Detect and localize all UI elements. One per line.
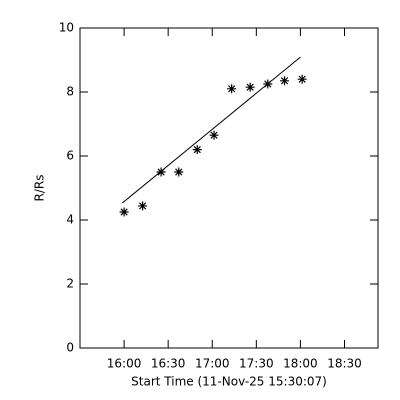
asterisk-point xyxy=(192,145,202,155)
asterisk-point xyxy=(119,207,129,217)
asterisk-point xyxy=(209,130,219,140)
x-axis-label: Start Time (11-Nov-25 15:30:07) xyxy=(131,375,327,389)
plot-frame xyxy=(79,27,379,349)
asterisk-point xyxy=(138,201,148,211)
asterisk-point xyxy=(174,167,184,177)
asterisk-point xyxy=(245,82,255,92)
x-tick-label: 18:00 xyxy=(283,357,318,371)
x-tick-label: 16:30 xyxy=(151,357,186,371)
y-tick-label: 8 xyxy=(66,85,74,99)
x-tick-label: 16:00 xyxy=(107,357,142,371)
x-tick-label: 17:30 xyxy=(239,357,274,371)
y-axis-label: R/Rs xyxy=(33,175,47,202)
y-tick-label: 10 xyxy=(59,21,74,35)
asterisk-point xyxy=(156,167,166,177)
y-tick-label: 4 xyxy=(66,213,74,227)
y-tick-label: 2 xyxy=(66,277,74,291)
fit-line xyxy=(122,56,301,204)
y-tick-label: 0 xyxy=(66,341,74,355)
asterisk-point xyxy=(227,84,237,94)
y-tick-label: 6 xyxy=(66,149,74,163)
x-tick-label: 17:00 xyxy=(195,357,230,371)
asterisk-point xyxy=(280,76,290,86)
asterisk-point xyxy=(297,74,307,84)
asterisk-point xyxy=(263,79,273,89)
x-tick-label: 18:30 xyxy=(327,357,362,371)
